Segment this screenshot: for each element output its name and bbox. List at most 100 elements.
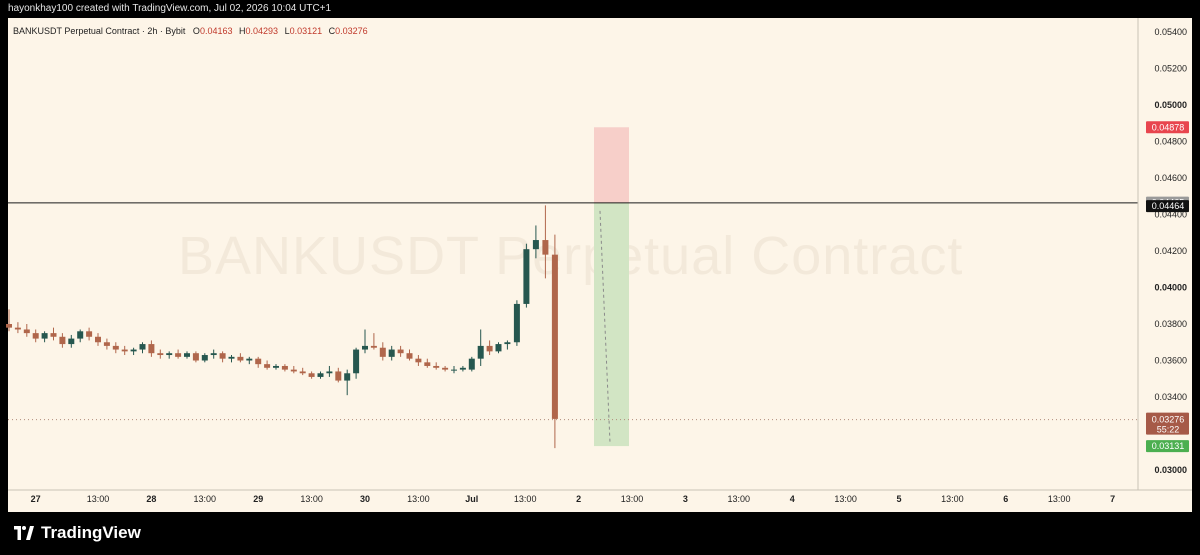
line-price-label-bg — [1146, 200, 1189, 213]
stop-price-label-bg — [1146, 121, 1189, 134]
candle-body — [32, 333, 39, 339]
time-tick-label: 6 — [1003, 494, 1008, 504]
candle-body — [495, 344, 502, 352]
candle-body — [255, 358, 262, 365]
time-tick-label: 13:00 — [941, 494, 964, 504]
candle-body — [68, 338, 75, 345]
candle-body — [41, 333, 48, 339]
candle-body — [415, 358, 422, 363]
candle-body — [290, 369, 297, 372]
candle-body — [379, 347, 386, 357]
price-tick-label: 0.04400 — [1154, 210, 1187, 220]
price-tick-label: 0.04800 — [1154, 137, 1187, 147]
candle-body — [201, 355, 208, 361]
candle-body — [148, 344, 155, 354]
time-tick-label: 13:00 — [621, 494, 644, 504]
candle-body — [210, 353, 217, 356]
candle-body — [326, 371, 333, 374]
candle-body — [451, 369, 457, 371]
candle-body — [486, 345, 493, 352]
candle-body — [308, 373, 315, 377]
position-path-line — [599, 210, 611, 443]
symbol-watermark: BANKUSDT Perpetual Contract — [178, 226, 964, 286]
time-tick-label: 13:00 — [834, 494, 857, 504]
candle-body — [532, 240, 539, 250]
time-tick-label: 13:00 — [407, 494, 430, 504]
price-tick-label: 0.05000 — [1154, 100, 1187, 110]
high-label: H — [239, 26, 246, 36]
candle-body — [362, 345, 368, 350]
open-value: 0.04163 — [199, 26, 233, 36]
price-tick-label: 0.04000 — [1154, 283, 1187, 293]
take-profit-zone — [594, 202, 629, 447]
candles — [6, 205, 558, 449]
candle-body — [6, 324, 12, 328]
stop-price-label: 0.04878 — [1152, 122, 1185, 132]
candle-body — [406, 353, 413, 359]
time-tick-label: 13:00 — [300, 494, 323, 504]
candle-body — [317, 373, 324, 377]
tradingview-brand[interactable]: TradingView — [11, 522, 141, 544]
close-label: C — [328, 26, 336, 36]
candle-body — [157, 353, 164, 356]
low-label: L — [284, 26, 290, 36]
price-tick-label: 0.03800 — [1154, 319, 1187, 329]
position-tool[interactable] — [594, 127, 629, 447]
last-price-label-bg — [1146, 412, 1189, 435]
time-tick-label: 3 — [683, 494, 688, 504]
symbol-name[interactable]: BANKUSDT Perpetual Contract · 2h · Bybit — [13, 26, 186, 36]
price-tick-label: 0.03000 — [1154, 465, 1187, 475]
candle-body — [433, 365, 440, 368]
time-tick-label: 30 — [360, 494, 370, 504]
candle-body — [459, 367, 466, 370]
candle-body — [184, 353, 190, 357]
time-tick-label: 13:00 — [87, 494, 110, 504]
candle-body — [299, 371, 306, 374]
candle-body — [228, 356, 235, 359]
candle-body — [344, 373, 351, 381]
candle-body — [139, 344, 146, 350]
candle-body — [103, 342, 110, 346]
tradingview-logo-icon — [14, 526, 34, 540]
candle-body — [281, 365, 288, 370]
price-axis[interactable]: 0.05400 0.05200 0.05000 0.04800 0.04600 0.044… — [1137, 18, 1192, 512]
high-value: 0.04293 — [245, 26, 279, 36]
price-tick-label: 0.05200 — [1154, 64, 1187, 74]
time-axis[interactable]: 27 13:00 28 13:00 29 13:00 30 13:00 Jul 13:00 2 13:… — [8, 489, 1192, 504]
price-tick-label: 0.05400 — [1154, 27, 1187, 37]
candle-body — [264, 364, 271, 368]
candle-body — [121, 349, 128, 352]
candle-body — [237, 356, 244, 361]
price-tick-label: 0.04600 — [1154, 173, 1187, 183]
candle-body — [166, 353, 173, 356]
candle-body — [192, 353, 199, 361]
candle-body — [246, 358, 253, 361]
bar-countdown-label: 55:22 — [1157, 425, 1180, 435]
time-tick-label: Jul — [465, 494, 478, 504]
open-label: O — [192, 26, 200, 36]
target-price-label-bg — [1146, 440, 1189, 453]
price-lines — [8, 202, 1138, 421]
candle-body — [50, 333, 57, 337]
price-tick-label: 0.04200 — [1154, 246, 1187, 256]
candle-body — [504, 342, 511, 345]
candle-body — [130, 349, 137, 352]
candle-body — [468, 358, 475, 370]
low-value: 0.03121 — [289, 26, 323, 36]
candle-body — [388, 349, 395, 357]
time-tick-label: 5 — [896, 494, 901, 504]
time-tick-label: 13:00 — [514, 494, 537, 504]
candle-body — [513, 303, 520, 343]
stop-loss-zone — [594, 127, 629, 203]
candle-body — [86, 331, 93, 337]
time-tick-label: 13:00 — [1048, 494, 1071, 504]
time-tick-label: 29 — [253, 494, 263, 504]
last-price-label: 0.03276 — [1152, 415, 1185, 425]
candle-body — [14, 327, 21, 330]
price-tick-label: 0.03600 — [1154, 356, 1187, 366]
price-axis-bg — [1138, 18, 1192, 512]
candle-body — [175, 353, 182, 357]
